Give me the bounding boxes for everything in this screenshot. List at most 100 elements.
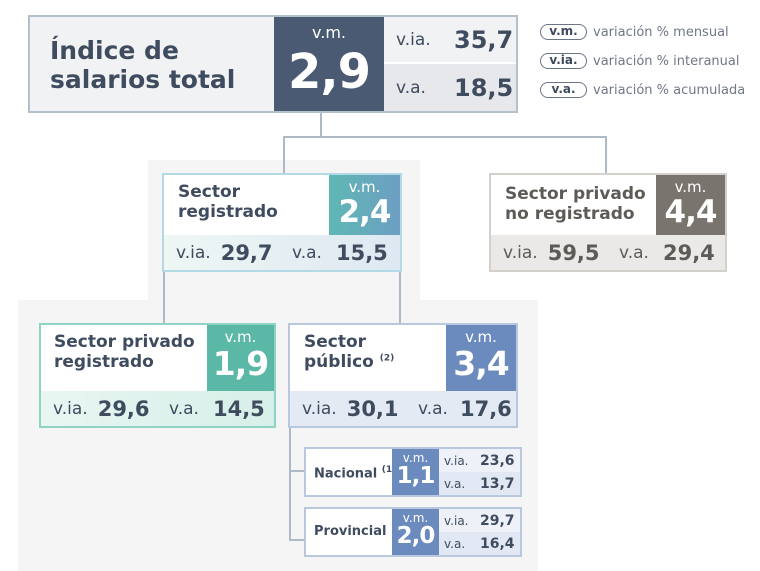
registered-via-value: 29,7 xyxy=(220,241,273,265)
private-registered-title: Sector privado registrado xyxy=(54,332,195,372)
total-wage-index-box: Índice de salarios total v.m. 2,9 v.ia. … xyxy=(28,15,518,113)
private-registered-monthly-cell: v.m. 1,9 xyxy=(207,325,274,391)
connector-registered-left xyxy=(163,272,165,324)
legend-item-monthly: v.m. variación % mensual xyxy=(540,24,729,40)
unregistered-private-sector-box: Sector privado no registrado v.m. 4,4 v.… xyxy=(489,173,727,272)
unregistered-via-value: 59,5 xyxy=(547,241,600,265)
unregistered-title-line2: no registrado xyxy=(505,203,635,224)
legend-abbr-monthly: v.m. xyxy=(540,24,587,40)
unregistered-via-label: v.ia. xyxy=(503,243,538,263)
total-va-value: 18,5 xyxy=(454,73,514,102)
connector-top-horizontal xyxy=(283,136,607,138)
public-vm-value: 3,4 xyxy=(453,344,509,383)
national-via-label: v.ia. xyxy=(444,453,469,468)
registered-sector-box: Sector registrado v.m. 2,4 v.ia. 29,7 v.… xyxy=(162,173,402,272)
provincial-va-label: v.a. xyxy=(444,536,466,551)
public-vm-label: v.m. xyxy=(465,328,497,346)
national-vm-value: 1,1 xyxy=(396,463,436,489)
registered-title-line1: Sector xyxy=(178,182,241,202)
public-footnote-marker: (2) xyxy=(379,352,395,363)
connector-registered-right xyxy=(399,272,401,324)
unregistered-interannual: v.ia. 59,5 xyxy=(503,241,600,265)
registered-va-label: v.a. xyxy=(292,243,322,263)
legend-abbr-accumulated: v.a. xyxy=(540,82,587,98)
connector-public-down xyxy=(289,428,291,540)
unregistered-va-label: v.a. xyxy=(619,243,649,263)
registered-rates-row: v.ia. 29,7 v.a. 15,5 xyxy=(164,235,400,270)
connector-to-unregistered xyxy=(605,136,607,174)
public-title: Sector público (2) xyxy=(304,332,395,372)
total-via-value: 35,7 xyxy=(454,25,514,54)
private-registered-va-label: v.a. xyxy=(169,399,199,419)
total-vm-value: 2,9 xyxy=(287,44,371,100)
private-registered-vm-label: v.m. xyxy=(224,328,257,346)
private-registered-via-value: 29,6 xyxy=(97,397,150,421)
unregistered-accumulated: v.a. 29,4 xyxy=(619,241,715,265)
national-va-value: 13,7 xyxy=(480,475,515,492)
provincial-interannual-row: v.ia. 29,7 xyxy=(439,509,520,532)
connector-total-down xyxy=(320,113,322,137)
national-interannual-row: v.ia. 23,6 xyxy=(439,449,520,472)
total-va-label: v.a. xyxy=(396,77,426,98)
provincial-via-value: 29,7 xyxy=(480,512,515,529)
legend-item-interannual: v.ia. variación % interanual xyxy=(540,53,739,69)
registered-vm-label: v.m. xyxy=(348,178,381,196)
total-vm-label: v.m. xyxy=(312,23,346,42)
registered-accumulated: v.a. 15,5 xyxy=(292,241,388,265)
provincial-vm-value: 2,0 xyxy=(396,523,436,549)
national-va-label: v.a. xyxy=(444,476,466,491)
legend-abbr-interannual: v.ia. xyxy=(540,53,587,69)
connector-to-registered xyxy=(283,136,285,174)
public-via-label: v.ia. xyxy=(302,399,337,419)
private-registered-rates-row: v.ia. 29,6 v.a. 14,5 xyxy=(41,391,274,426)
public-title-line2: público xyxy=(304,351,374,372)
public-sector-box: Sector público (2) v.m. 3,4 v.ia. 30,1 v… xyxy=(288,323,518,428)
registered-monthly-cell: v.m. 2,4 xyxy=(329,175,400,235)
provincial-va-value: 16,4 xyxy=(480,535,515,552)
unregistered-vm-value: 4,4 xyxy=(664,194,718,230)
public-via-value: 30,1 xyxy=(346,397,399,421)
national-via-value: 23,6 xyxy=(480,452,515,469)
unregistered-va-value: 29,4 xyxy=(662,241,715,265)
total-title: Índice de salarios total xyxy=(50,36,236,95)
provincial-accumulated-row: v.a. 16,4 xyxy=(439,532,520,555)
provincial-vm-label: v.m. xyxy=(402,511,429,525)
connector-to-provincial xyxy=(289,539,305,541)
national-monthly-cell: v.m. 1,1 xyxy=(392,449,439,495)
provincial-public-box: Provincial v.m. 2,0 v.ia. 29,7 v.a. 16,4 xyxy=(304,507,522,557)
connector-to-national xyxy=(289,470,305,472)
registered-vm-value: 2,4 xyxy=(338,194,392,230)
legend-text-monthly: variación % mensual xyxy=(593,24,729,40)
public-monthly-cell: v.m. 3,4 xyxy=(446,325,516,391)
national-title: Nacional (1) xyxy=(314,465,396,482)
total-via-label: v.ia. xyxy=(396,29,431,50)
unregistered-title-line1: Sector privado xyxy=(505,184,646,204)
total-title-line1: Índice de xyxy=(50,36,179,65)
registered-va-value: 15,5 xyxy=(335,241,388,265)
provincial-title-text: Provincial xyxy=(314,524,387,539)
total-interannual-row: v.ia. 35,7 xyxy=(384,17,516,64)
public-accumulated: v.a. 17,6 xyxy=(418,397,512,421)
public-va-value: 17,6 xyxy=(459,397,512,421)
private-registered-sector-box: Sector privado registrado v.m. 1,9 v.ia.… xyxy=(39,323,276,428)
legend-text-accumulated: variación % acumulada xyxy=(593,82,746,98)
private-registered-va-value: 14,5 xyxy=(212,397,265,421)
public-va-label: v.a. xyxy=(418,399,448,419)
unregistered-monthly-cell: v.m. 4,4 xyxy=(656,175,725,235)
registered-title: Sector registrado xyxy=(178,182,278,222)
provincial-monthly-cell: v.m. 2,0 xyxy=(392,509,439,555)
registered-interannual: v.ia. 29,7 xyxy=(176,241,273,265)
legend-item-accumulated: v.a. variación % acumulada xyxy=(540,82,745,98)
private-registered-via-label: v.ia. xyxy=(53,399,88,419)
national-vm-label: v.m. xyxy=(402,451,429,465)
private-registered-accumulated: v.a. 14,5 xyxy=(169,397,265,421)
private-registered-title-line2: registrado xyxy=(54,351,154,372)
total-title-line2: salarios total xyxy=(50,64,236,94)
public-title-line1: Sector xyxy=(304,332,367,352)
private-registered-title-line1: Sector privado xyxy=(54,332,195,352)
public-interannual: v.ia. 30,1 xyxy=(302,397,399,421)
unregistered-rates-row: v.ia. 59,5 v.a. 29,4 xyxy=(491,235,725,270)
national-accumulated-row: v.a. 13,7 xyxy=(439,472,520,495)
private-registered-interannual: v.ia. 29,6 xyxy=(53,397,150,421)
private-registered-vm-value: 1,9 xyxy=(212,344,269,383)
